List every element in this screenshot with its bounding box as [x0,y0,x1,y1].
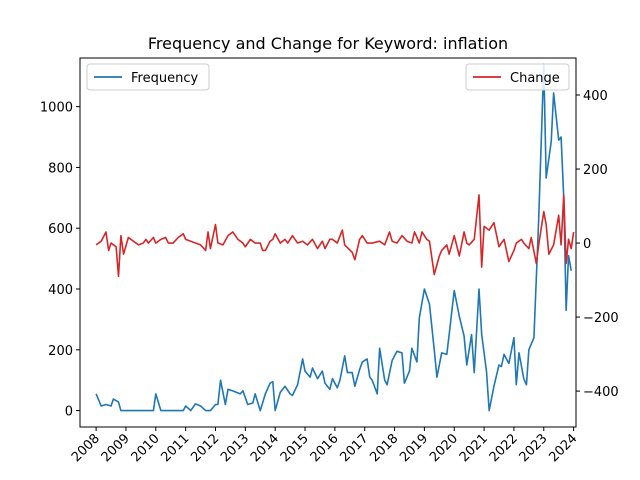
series-line-change [95,194,575,278]
legend-label: Change [510,71,560,86]
plot-frame [79,57,577,428]
y-left-tick-label: 0 [65,405,73,420]
y-right-tick-label: −200 [583,311,619,326]
legend-box [86,63,210,91]
y-left-tick-label: 400 [48,283,73,298]
legend-change: Change [465,63,570,91]
legends: Frequency Change [86,63,570,91]
y-right-tick-label: −400 [583,385,619,400]
legend-label: Frequency [131,71,198,86]
y-left-tick-label: 800 [48,161,73,176]
y-right-tick-label: 200 [583,163,608,178]
y-left-tick-label: 1000 [40,101,73,116]
legend-frequency: Frequency [86,63,210,91]
series-line-frequency [95,63,573,412]
plot-area [95,63,575,412]
y-left-tick-label: 600 [48,222,73,237]
y-right-tick-label: 0 [583,237,591,252]
legend-box [465,63,570,91]
y-left-tick-label: 200 [48,344,73,359]
chart-title: Frequency and Change for Keyword: inflat… [148,34,508,53]
y-right-tick-label: 400 [583,89,608,104]
